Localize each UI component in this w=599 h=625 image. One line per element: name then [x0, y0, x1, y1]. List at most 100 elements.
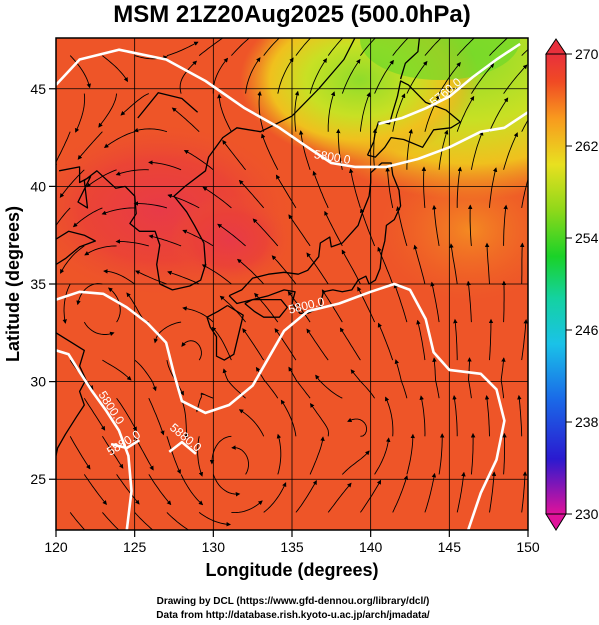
wind-streamline	[449, 243, 458, 285]
wind-streamline	[536, 206, 542, 246]
wind-streamline	[148, 398, 165, 436]
wind-streamline	[102, 359, 132, 381]
cold-air-core	[360, 38, 520, 80]
wind-streamline	[102, 436, 124, 469]
wind-streamline	[467, 204, 473, 246]
height-contour-line	[110, 439, 141, 450]
wind-streamline	[294, 90, 300, 132]
wind-streamline	[309, 402, 329, 437]
wind-streamline	[489, 167, 498, 208]
wind-streamline	[534, 358, 538, 398]
colorbar-ticks: 270 262 254 246 238 230	[566, 46, 599, 522]
wind-streamline	[348, 168, 361, 209]
wind-streamline	[148, 160, 182, 171]
wind-streamline	[69, 436, 91, 470]
wind-streamline	[84, 245, 117, 256]
wind-streamline	[406, 433, 416, 475]
wind-streamline	[432, 357, 440, 399]
wind-streamline	[263, 38, 280, 56]
wind-streamline	[103, 131, 135, 149]
x-tick-label: 150	[516, 539, 540, 555]
wind-streamline	[115, 239, 149, 247]
wind-streamline	[424, 94, 440, 132]
wind-streamline	[309, 436, 325, 475]
wind-streamline	[197, 436, 204, 477]
wind-streamline	[374, 437, 391, 475]
wind-streamline	[231, 500, 263, 514]
wind-streamline	[288, 214, 311, 247]
wind-streamline	[327, 482, 352, 513]
colorbar-min-arrow	[545, 513, 567, 531]
wind-streamline	[517, 394, 523, 437]
wind-streamline	[242, 328, 265, 361]
wind-streamline	[56, 207, 71, 227]
wind-streamline	[503, 132, 518, 170]
wind-streamline	[148, 234, 182, 247]
wind-streamline	[466, 280, 472, 323]
wind-streamline	[377, 246, 394, 285]
wind-streamline	[263, 482, 287, 513]
coastlines	[56, 38, 461, 456]
wind-streamline	[339, 327, 361, 361]
coastline	[244, 298, 288, 318]
wind-streamline	[277, 57, 294, 94]
wind-streamline	[488, 318, 494, 361]
wind-streamline	[521, 319, 528, 361]
coastline	[56, 230, 96, 266]
wind-streamline	[171, 107, 200, 133]
wind-streamline	[519, 242, 525, 285]
wind-streamline	[421, 166, 427, 208]
wind-streamline	[392, 475, 409, 513]
wind-streamline	[252, 218, 279, 247]
colorbar-gradient	[545, 53, 567, 515]
wind-streamline	[324, 210, 343, 247]
wind-streamline	[393, 283, 408, 323]
wind-streamline	[456, 95, 475, 132]
x-tick-label: 130	[202, 539, 226, 555]
grid-lines	[56, 38, 528, 530]
wind-streamline	[341, 450, 370, 475]
wind-streamline	[274, 328, 297, 361]
colorbar-tick-label: 246	[575, 322, 599, 338]
wind-streamline	[167, 270, 200, 285]
wind-streamline	[501, 280, 507, 323]
y-axis-label: Latitude (degrees)	[3, 206, 23, 362]
wind-streamline	[295, 480, 317, 513]
height-contour-line	[56, 282, 506, 530]
wind-streamline	[276, 433, 282, 475]
wind-streamline	[424, 38, 442, 56]
colorbar-tick-label: 238	[575, 414, 599, 430]
wind-streamline	[489, 97, 509, 132]
wind-streamline	[166, 436, 181, 475]
wind-streamline	[315, 374, 343, 399]
warm-core-anomaly	[170, 195, 290, 285]
wind-streamline	[209, 435, 232, 465]
wind-streamline	[83, 321, 115, 337]
wind-streamline	[456, 166, 462, 208]
wind-streamline	[202, 186, 232, 209]
wind-streamline	[180, 398, 189, 439]
wind-streamline	[419, 395, 426, 437]
wind-streamline	[69, 55, 91, 89]
wind-streamline	[180, 474, 204, 506]
credit-data-source: Data from http://database.rish.kyoto-u.a…	[156, 610, 430, 621]
wind-streamline	[166, 41, 199, 57]
wind-streamline	[167, 193, 200, 209]
wind-streamline	[502, 432, 507, 475]
wind-streamline	[135, 270, 168, 285]
wind-streamline	[116, 397, 137, 432]
height-contour-line	[56, 48, 528, 169]
y-tick-label: 45	[30, 81, 46, 97]
wind-streamline	[424, 472, 437, 513]
wind-streamline	[406, 60, 428, 94]
coastline	[58, 38, 356, 291]
wind-streamline	[484, 242, 490, 285]
colorbar-tick-label: 254	[575, 230, 599, 246]
wind-streamline	[471, 63, 495, 94]
wind-streamline	[306, 252, 329, 285]
wind-streamline	[183, 150, 214, 171]
wind-streamline	[416, 319, 426, 361]
wind-streamline	[392, 93, 406, 132]
wind-streamline	[219, 295, 246, 323]
